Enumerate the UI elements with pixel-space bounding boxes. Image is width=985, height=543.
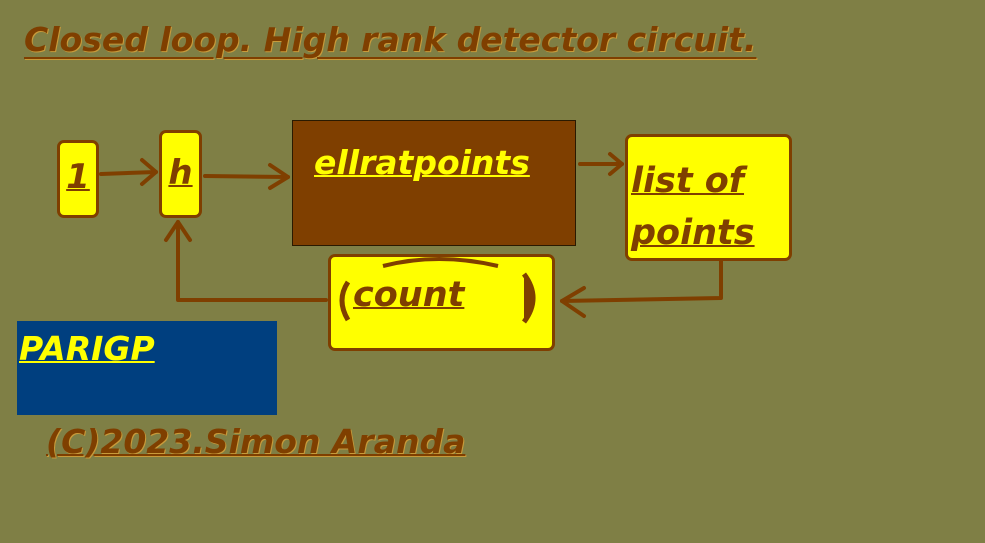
node-constant-one: 1 [57, 140, 99, 218]
node-ellratpoints-label: ellratpoints [314, 143, 530, 182]
node-h-label: h [168, 153, 193, 193]
diagram-title: Closed loop. High rank detector circuit. [24, 20, 757, 59]
arrowhead-list-to-count [560, 286, 586, 318]
copyright-text: (C)2023.Simon Aranda [46, 422, 466, 461]
arrow-list-to-count [560, 259, 723, 303]
parigp-badge: PARIGP [17, 321, 277, 415]
arrow-count-to-h [176, 220, 328, 302]
node-count-label: count [353, 275, 465, 315]
node-h: h [159, 130, 202, 218]
count-bracket-shape [339, 257, 536, 324]
arrowhead-ellratpoints-to-list [608, 152, 624, 176]
node-list-line-2: points [631, 213, 755, 253]
node-list-of-points: list of points [625, 134, 792, 261]
arrowhead-count-to-h [164, 220, 192, 242]
node-count: count [328, 254, 555, 351]
node-constant-one-label: 1 [66, 157, 90, 197]
arrow-h-to-ellratpoints [203, 174, 290, 179]
node-list-line-1: list of [631, 161, 745, 201]
parigp-label: PARIGP [19, 329, 155, 368]
node-ellratpoints: ellratpoints [292, 120, 576, 246]
arrow-1-to-h [99, 170, 158, 176]
arrowhead-1-to-h [140, 158, 158, 186]
arrowhead-h-to-ellratpoints [268, 163, 290, 190]
